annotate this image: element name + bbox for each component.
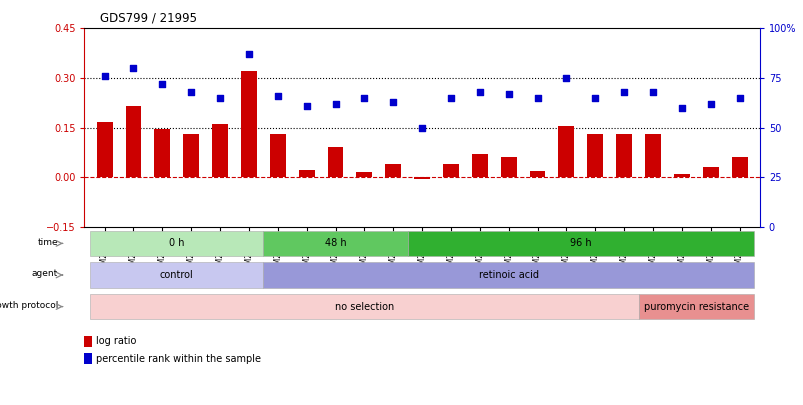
Point <box>703 100 716 107</box>
Point <box>185 89 198 95</box>
Bar <box>442 164 459 177</box>
Point <box>473 89 486 95</box>
Point <box>214 95 226 101</box>
Point <box>243 51 255 58</box>
Point <box>127 65 140 71</box>
Bar <box>84 336 92 347</box>
Bar <box>90 262 263 288</box>
Point <box>328 100 341 107</box>
Bar <box>356 172 372 177</box>
Point <box>98 73 111 79</box>
Bar <box>263 262 753 288</box>
Point <box>271 93 284 99</box>
Bar <box>270 134 285 177</box>
Text: puromycin resistance: puromycin resistance <box>643 302 748 311</box>
Bar <box>407 230 753 256</box>
Bar <box>587 134 602 177</box>
Bar <box>90 230 263 256</box>
Text: retinoic acid: retinoic acid <box>478 270 538 280</box>
Bar <box>644 134 660 177</box>
Text: GDS799 / 21995: GDS799 / 21995 <box>100 11 198 24</box>
Point <box>444 95 457 101</box>
Point <box>675 104 687 111</box>
Point <box>156 81 169 87</box>
Bar <box>90 294 638 320</box>
Text: 96 h: 96 h <box>569 239 591 248</box>
Bar <box>673 174 689 177</box>
Bar <box>125 106 141 177</box>
Bar <box>385 164 401 177</box>
Bar <box>615 134 631 177</box>
Point <box>386 98 399 105</box>
Bar <box>731 158 747 177</box>
Bar <box>263 230 407 256</box>
Text: log ratio: log ratio <box>96 336 137 346</box>
Text: control: control <box>160 270 194 280</box>
Text: time: time <box>37 238 58 247</box>
Text: 48 h: 48 h <box>324 239 346 248</box>
Point <box>732 95 745 101</box>
Bar <box>558 126 573 177</box>
Bar <box>241 71 256 177</box>
Point <box>531 95 544 101</box>
Bar <box>500 158 516 177</box>
Point <box>588 95 601 101</box>
Bar <box>154 129 170 177</box>
Text: percentile rank within the sample: percentile rank within the sample <box>96 354 261 364</box>
Text: agent: agent <box>31 269 58 278</box>
Point <box>300 102 312 109</box>
Bar <box>96 122 112 177</box>
Bar <box>84 353 92 364</box>
Point <box>559 75 572 81</box>
Bar <box>299 170 314 177</box>
Point <box>415 124 428 131</box>
Bar <box>327 147 343 177</box>
Text: no selection: no selection <box>334 302 393 311</box>
Bar <box>414 177 430 179</box>
Point <box>502 91 515 97</box>
Point <box>617 89 630 95</box>
Bar <box>638 294 753 320</box>
Bar <box>183 134 199 177</box>
Bar <box>529 171 544 177</box>
Bar <box>471 154 487 177</box>
Point <box>646 89 658 95</box>
Point <box>357 95 370 101</box>
Bar <box>212 124 228 177</box>
Text: 0 h: 0 h <box>169 239 185 248</box>
Bar <box>702 167 718 177</box>
Text: growth protocol: growth protocol <box>0 301 58 310</box>
